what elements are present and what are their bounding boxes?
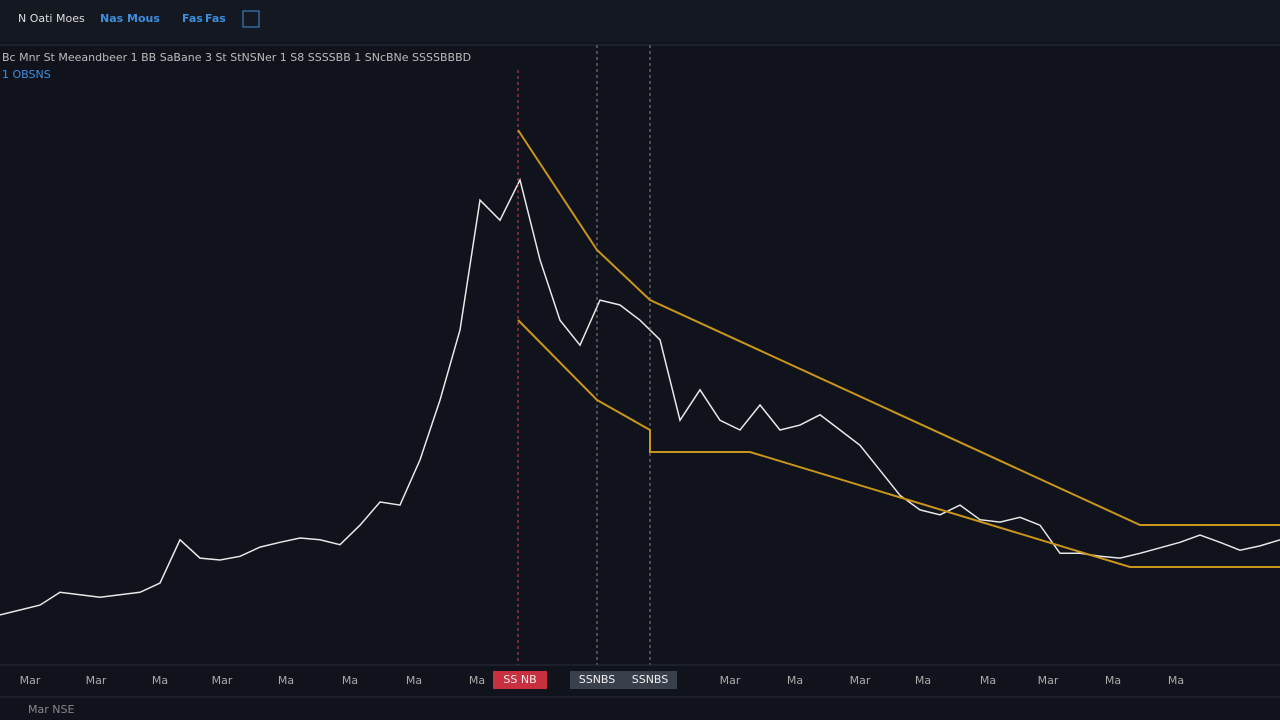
- plot: [0, 177, 1280, 616]
- time-axis: Mar Mar Ma Mar Ma Ma Ma Ma Mar Ma Mar Ma Ma Mar Ma Ma SS…: [20, 671, 1184, 689]
- marker-label: SSNBS: [579, 673, 616, 686]
- time-label: Mar: [86, 674, 107, 687]
- time-label: Ma: [278, 674, 294, 687]
- channel-lower: [517, 319, 1280, 568]
- toolbar-button[interactable]: Fas: [182, 12, 203, 25]
- time-label: Ma: [1105, 674, 1121, 687]
- time-label: Ma: [915, 674, 931, 687]
- time-label: Ma: [980, 674, 996, 687]
- time-label: Mar: [212, 674, 233, 687]
- marker-label-bg: [623, 671, 677, 689]
- toolbar-icon[interactable]: [242, 10, 260, 28]
- symbol[interactable]: N Oati Moes: [18, 12, 85, 25]
- toolbar: [0, 0, 1280, 42]
- marker-label: SSNBS: [632, 673, 669, 686]
- time-label: Ma: [342, 674, 358, 687]
- time-label: Mar: [850, 674, 871, 687]
- legend-text: 1 OBSNS: [2, 68, 51, 81]
- status-text: Mar NSE: [28, 703, 74, 716]
- time-label: Mar: [20, 674, 41, 687]
- time-label: Ma: [152, 674, 168, 687]
- time-label: Mar: [720, 674, 741, 687]
- legend-text: Bc Mnr St Meeandbeer 1 BB SaBane 3 St St…: [2, 51, 471, 64]
- channel-upper: [517, 129, 1280, 526]
- marker-label: SS NB: [503, 673, 536, 686]
- price-line: [0, 177, 1280, 616]
- time-label: Ma: [469, 674, 485, 687]
- time-label: Ma: [1168, 674, 1184, 687]
- toolbar-button[interactable]: Fas: [205, 12, 226, 25]
- time-label: Mar: [1038, 674, 1059, 687]
- time-label: Ma: [406, 674, 422, 687]
- marker-label-bg: [493, 671, 547, 689]
- toolbar-button[interactable]: Nas Mous: [100, 12, 160, 25]
- marker-label-bg: [570, 671, 624, 689]
- time-label: Ma: [787, 674, 803, 687]
